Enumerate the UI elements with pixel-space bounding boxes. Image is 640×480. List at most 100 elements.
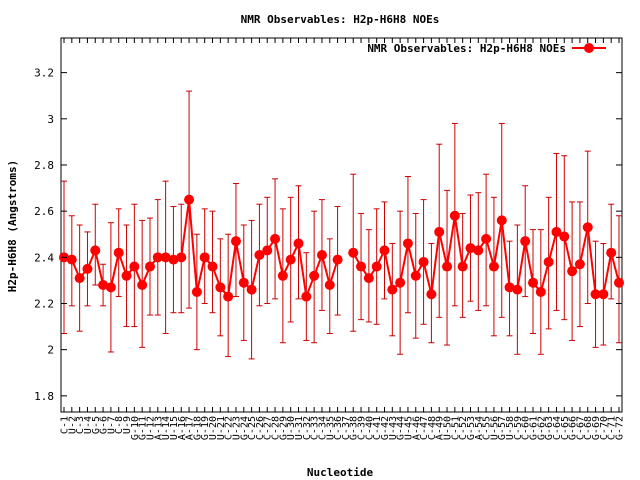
data-point (121, 270, 132, 281)
x-tick-label: U-14 (161, 416, 172, 440)
x-tick-label: A-54 (474, 416, 485, 440)
data-point (434, 226, 445, 237)
data-point (473, 245, 484, 256)
x-tick-label: C-59 (513, 416, 524, 440)
x-tick-label: U-45 (403, 416, 414, 440)
x-tick-label: G-72 (615, 416, 626, 440)
y-axis-label: H2p-H6H8 (Angstroms) (6, 160, 19, 292)
y-ticks: 1.8 2 2.2 2.4 2.6 2.8 3 3.2 (34, 67, 622, 403)
x-tick-label: U-43 (388, 416, 399, 440)
data-point (98, 280, 109, 291)
data-point (442, 261, 453, 272)
x-tick-label: A-16 (177, 416, 188, 440)
x-tick-label: U-50 (443, 416, 454, 440)
x-tick-label: U-21 (216, 416, 227, 440)
data-point (504, 282, 515, 293)
data-point (481, 233, 492, 244)
x-tick-label: C-28 (271, 416, 282, 440)
data-point (387, 284, 398, 295)
data-point (230, 236, 241, 247)
x-tick-label: G-62 (536, 416, 547, 440)
data-point (215, 282, 226, 293)
data-point (324, 280, 335, 291)
x-tick-label: G-6 (99, 416, 110, 434)
x-tick-label: C-55 (482, 416, 493, 440)
x-tick-label: C-25 (247, 416, 258, 440)
x-tick-label: G-66 (568, 416, 579, 440)
data-point (254, 250, 265, 261)
x-tick-label: C-3 (75, 416, 86, 434)
x-tick-label: G-11 (138, 416, 149, 440)
x-tick-label: C-47 (419, 416, 430, 440)
x-tick-label: U-58 (505, 416, 516, 440)
x-tick-label: U-56 (489, 416, 500, 440)
x-tick-label: C-26 (255, 416, 266, 440)
data-point (207, 261, 218, 272)
x-tick-label: C-60 (521, 416, 532, 440)
legend: NMR Observables: H2p-H6H8 NOEs (367, 42, 606, 55)
y-tick-label: 3 (47, 113, 54, 126)
data-point (582, 222, 593, 233)
data-point (528, 277, 539, 288)
x-tick-label: A-13 (153, 416, 164, 440)
x-tick-label: C-71 (607, 416, 618, 440)
x-tick-label: U-9 (122, 416, 133, 434)
data-point (465, 243, 476, 254)
data-point (301, 291, 312, 302)
data-point (395, 277, 406, 288)
data-point (512, 284, 523, 295)
x-tick-label: G-19 (200, 416, 211, 440)
x-tick-label: U-12 (145, 416, 156, 440)
data-point (74, 273, 85, 284)
data-point (574, 259, 585, 270)
data-point (90, 245, 101, 256)
x-tick-label: C-64 (552, 416, 563, 440)
x-tick-label: C-67 (575, 416, 586, 440)
x-tick-label: G-38 (349, 416, 360, 440)
data-point (309, 270, 320, 281)
x-tick-label: C-1 (60, 416, 71, 434)
x-tick-label: C-48 (427, 416, 438, 440)
data-point (113, 247, 124, 258)
data-point (520, 236, 531, 247)
x-axis-label: Nucleotide (307, 466, 374, 479)
data-point (168, 254, 179, 265)
y-tick-label: 2 (47, 344, 54, 357)
x-tick-label: U-35 (325, 416, 336, 440)
x-tick-label: C-40 (364, 416, 375, 440)
x-tick-label: G-10 (130, 416, 141, 440)
x-tick-label: G-42 (380, 416, 391, 440)
x-tick-label: A-46 (411, 416, 422, 440)
legend-label: NMR Observables: H2p-H6H8 NOEs (367, 42, 566, 55)
data-point (105, 282, 116, 293)
y-tick-label: 3.2 (34, 67, 54, 80)
data-point (332, 254, 343, 265)
data-point (363, 273, 374, 284)
x-tick-label: G-24 (239, 416, 250, 440)
data-point (535, 286, 546, 297)
x-tick-label: G-57 (497, 416, 508, 440)
data-point (129, 261, 140, 272)
x-tick-label: U-4 (83, 416, 94, 434)
data-point (449, 210, 460, 221)
data-point (160, 252, 171, 263)
data-point (598, 289, 609, 300)
data-point (606, 247, 617, 258)
x-tick-label: G-44 (396, 416, 407, 440)
data-point (144, 261, 155, 272)
chart-title: NMR Observables: H2p-H6H8 NOEs (241, 13, 440, 26)
x-tick-label: A-49 (435, 416, 446, 440)
data-point (285, 254, 296, 265)
data-point (402, 238, 413, 249)
y-tick-label: 1.8 (34, 390, 54, 403)
data-point (66, 254, 77, 265)
x-tick-label: U-20 (208, 416, 219, 440)
data-point (262, 245, 273, 256)
x-tick-label: U-2 (67, 416, 78, 434)
plot-frame (60, 37, 623, 413)
x-tick-label: C-37 (341, 416, 352, 440)
y-tick-label: 2.2 (34, 297, 54, 310)
x-tick-label: C-8 (114, 416, 125, 434)
x-tick-label: C-65 (560, 416, 571, 440)
